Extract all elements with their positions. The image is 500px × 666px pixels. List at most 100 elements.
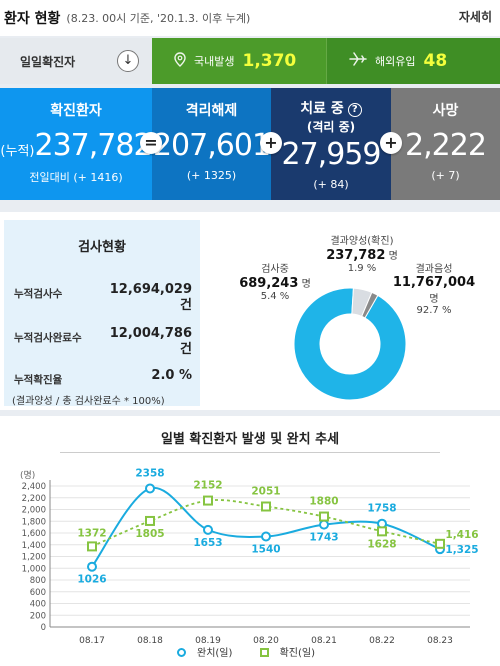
domestic-label: 국내발생 xyxy=(194,55,235,68)
legend-item-confirmed[interactable]: 확진(일) xyxy=(259,644,323,659)
test-status-panel: 검사현황 누적검사수 12,694,029 건 누적검사완료수 12,004,78… xyxy=(0,212,500,410)
y-axis-unit: (명) xyxy=(20,470,35,481)
legend-item-recovered[interactable]: 완치(일) xyxy=(177,644,240,659)
legend-circle-icon xyxy=(177,648,186,657)
confirmed-delta: 전일대비 (+ 1416) xyxy=(29,171,123,184)
data-label: 1026 xyxy=(77,574,106,586)
location-pin-icon xyxy=(174,51,186,71)
x-tick-label: 08.18 xyxy=(137,636,163,646)
released-block: 격리해제 207,601 (+ 1325) xyxy=(152,88,271,200)
trend-chart-panel: 일별 확진환자 발생 및 완치 추세 (명) 0 200 400 600 800 1,000… xyxy=(0,416,500,666)
y-tick-label: 200 xyxy=(30,611,46,621)
test-row-value: 2.0 % xyxy=(151,368,192,383)
stats-blocks: 확진환자 (누적)237,782 전일대비 (+ 1416) 격리해제 207,… xyxy=(0,88,500,200)
legend-label: 확진(일) xyxy=(279,648,315,659)
legend-square-icon xyxy=(259,648,269,657)
pie-positive-unit: 명 xyxy=(388,251,398,262)
pie-testing-count: 689,243 명 xyxy=(232,275,318,291)
pie-testing-label: 검사중 689,243 명 5.4 % xyxy=(232,260,318,302)
legend-label: 완치(일) xyxy=(197,648,233,659)
y-tick-label: 1,800 xyxy=(22,517,46,527)
y-tick-label: 1,600 xyxy=(22,529,46,539)
deaths-label: 사망 xyxy=(432,103,459,119)
data-label: 2152 xyxy=(193,480,222,492)
down-arrow-icon[interactable]: ↓ xyxy=(117,50,139,72)
pie-testing-unit: 명 xyxy=(301,279,311,290)
pie-positive-label: 결과양성(확진) 237,782 명 1.9 % xyxy=(318,232,406,274)
data-label: 1540 xyxy=(251,544,280,556)
imported-cases: 해외유입 48 xyxy=(326,38,500,84)
title-divider xyxy=(60,452,440,453)
header: 환자 현황 (8.23. 00시 기준, '20.1.3. 이후 누계) 자세히 xyxy=(0,0,500,36)
test-rate-note: (결과양성 / 총 검사완료수 * 100%) xyxy=(12,396,165,407)
imported-value: 48 xyxy=(423,51,448,71)
test-row-label: 누적확진율 xyxy=(14,374,63,386)
pie-negative-unit: 명 xyxy=(429,294,439,305)
plus-icon: + xyxy=(260,132,282,154)
airplane-icon xyxy=(349,52,367,70)
pie-positive-count: 237,782 명 xyxy=(318,247,406,263)
pie-positive-title: 결과양성(확진) xyxy=(330,236,394,247)
test-row-label: 누적검사완료수 xyxy=(14,332,82,344)
deaths-value: 2,222 xyxy=(405,128,487,163)
page-subtitle: (8.23. 00시 기준, '20.1.3. 이후 누계) xyxy=(66,12,251,25)
data-point xyxy=(319,511,329,522)
test-result-donut xyxy=(293,287,407,401)
pie-negative-label: 결과음성 11,767,004 명 92.7 % xyxy=(378,260,490,316)
pie-positive-pct: 1.9 % xyxy=(347,263,377,274)
data-label: 1805 xyxy=(135,528,164,540)
pie-negative-title: 결과음성 xyxy=(415,264,453,275)
confirmed-value: (누적)237,782 xyxy=(0,128,152,163)
pie-positive-value: 237,782 xyxy=(326,248,386,263)
confirmed-label: 확진환자 xyxy=(50,103,102,119)
treating-label-text: 치료 중 xyxy=(300,101,344,117)
y-tick-label: 2,000 xyxy=(22,506,46,516)
data-point xyxy=(145,515,155,526)
test-row-label: 누적검사수 xyxy=(14,288,63,300)
plus-icon: + xyxy=(380,132,402,154)
treating-delta: (+ 84) xyxy=(313,178,349,191)
chart-legend: 완치(일) 확진(일) xyxy=(0,644,500,659)
data-label: 1758 xyxy=(367,503,396,515)
donut-slice-negative xyxy=(293,287,407,401)
help-icon[interactable]: ? xyxy=(347,103,362,117)
pie-testing-pct: 5.4 % xyxy=(260,291,290,302)
y-tick-label: 0 xyxy=(41,623,46,633)
pie-testing-title: 검사중 xyxy=(261,264,289,275)
y-tick-label: 400 xyxy=(30,600,46,610)
data-point xyxy=(261,501,271,512)
treating-value: 27,959 xyxy=(281,137,382,172)
y-tick-label: 2,200 xyxy=(22,494,46,504)
detail-link[interactable]: 자세히 xyxy=(458,10,492,24)
x-tick-label: 08.20 xyxy=(253,636,279,646)
test-row-value: 12,004,786 건 xyxy=(110,326,192,358)
confirmed-block: 확진환자 (누적)237,782 전일대비 (+ 1416) xyxy=(0,88,153,200)
test-row-number: 12,694,029 xyxy=(109,282,192,297)
deaths-block: 사망 2,222 (+ 7) xyxy=(391,88,500,200)
test-row-number: 12,004,786 xyxy=(109,326,192,341)
data-point xyxy=(203,495,213,506)
data-label: 1743 xyxy=(309,532,338,544)
data-label: 1372 xyxy=(77,527,106,539)
test-row-unit: 건 xyxy=(180,342,192,357)
test-row-value: 12,694,029 건 xyxy=(110,282,192,314)
y-tick-label: 1,200 xyxy=(22,553,46,563)
test-title: 검사현황 xyxy=(78,240,126,255)
donut-slice-positive xyxy=(361,291,379,319)
domestic-cases: 국내발생 1,370 xyxy=(152,38,326,84)
confirmed-number: 237,782 xyxy=(34,128,153,163)
y-tick-label: 800 xyxy=(30,576,46,586)
test-row-unit: 건 xyxy=(180,298,192,313)
data-point xyxy=(319,519,329,530)
test-summary: 검사현황 누적검사수 12,694,029 건 누적검사완료수 12,004,78… xyxy=(4,220,200,407)
data-point xyxy=(261,531,271,542)
x-tick-label: 08.19 xyxy=(195,636,221,646)
data-point xyxy=(435,538,445,549)
released-delta: (+ 1325) xyxy=(186,169,237,182)
data-label: 2051 xyxy=(251,486,280,498)
data-label: 2358 xyxy=(135,467,164,479)
data-label: 1,325 xyxy=(445,544,478,556)
released-label: 격리해제 xyxy=(185,103,238,119)
